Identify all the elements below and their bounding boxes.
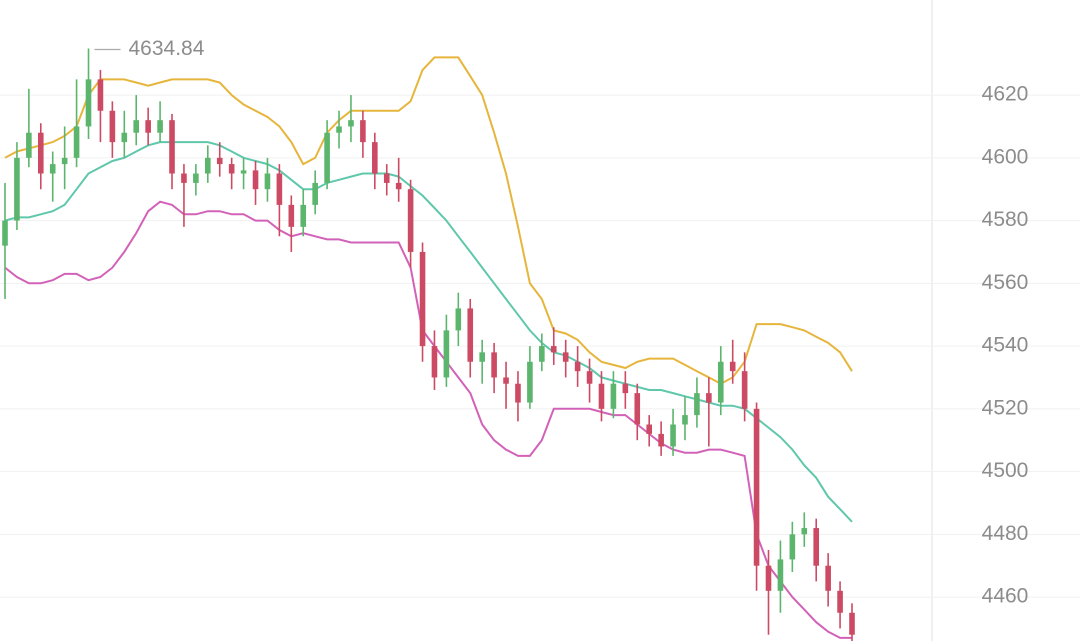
y-tick-label: 4580: [982, 208, 1029, 231]
candle-body: [73, 126, 80, 158]
candle-body: [849, 612, 855, 635]
candle-body: [670, 424, 676, 447]
candle-body: [467, 308, 474, 362]
y-tick-label: 4620: [982, 83, 1029, 106]
candle-body: [753, 408, 760, 566]
candle-body: [61, 157, 68, 165]
candle-body: [336, 126, 342, 133]
y-tick-label: 4460: [982, 585, 1029, 608]
candle-body: [503, 377, 509, 384]
candle-body: [300, 204, 307, 227]
candle-body: [622, 383, 629, 394]
candle-body: [491, 352, 497, 378]
candle-body: [26, 132, 32, 158]
candle-body: [586, 371, 593, 384]
candle-body: [717, 361, 724, 403]
candle-body: [646, 424, 652, 434]
candle-body: [694, 393, 700, 416]
y-tick-label: 4500: [982, 459, 1029, 482]
candle-body: [407, 189, 414, 252]
candle-body: [228, 164, 235, 174]
candle-body: [276, 173, 283, 205]
candle-body: [515, 383, 521, 403]
candle-body: [419, 251, 426, 347]
band-line: [4, 200, 852, 639]
candle-body: [324, 132, 330, 183]
candle-body: [825, 565, 831, 591]
candle-body: [372, 142, 378, 174]
bands: [4, 56, 853, 639]
labels: 4460 4480 4500 4520 4540 4560 4580 4600 4620 4634…: [94, 37, 1029, 608]
candle-body: [383, 173, 390, 183]
candle-body: [109, 110, 116, 143]
candle-body: [312, 182, 318, 205]
candle-body: [193, 173, 199, 183]
candle-body: [264, 173, 271, 190]
candle-body: [431, 346, 438, 378]
candle-body: [610, 383, 617, 409]
candle-body: [658, 433, 664, 447]
candle-body: [157, 120, 163, 133]
candle-body: [813, 528, 820, 566]
candle-body: [789, 534, 796, 560]
candle-body: [205, 157, 211, 174]
band-line: [4, 141, 853, 523]
y-tick-label: 4520: [982, 396, 1029, 419]
max-label: 4634.84: [129, 37, 205, 60]
candle-body: [443, 330, 450, 378]
candle-body: [240, 170, 247, 174]
candle-body: [539, 346, 545, 362]
candle-body: [37, 132, 44, 174]
candle-body: [395, 182, 402, 190]
candle-body: [706, 393, 712, 403]
candle-body: [85, 79, 92, 127]
y-tick-label: 4480: [982, 522, 1029, 545]
candles: [2, 48, 855, 641]
candle-body: [682, 415, 688, 425]
candle-body: [2, 220, 8, 246]
candle-body: [169, 120, 175, 174]
candle-body: [634, 393, 641, 425]
candle-body: [562, 352, 569, 362]
candle-body: [574, 361, 581, 372]
candle-body: [729, 361, 736, 372]
candle-body: [181, 173, 187, 183]
candle-body: [598, 383, 605, 409]
candle-body: [133, 120, 140, 133]
candle-body: [550, 346, 557, 353]
y-tick-label: 4560: [982, 271, 1029, 294]
candle-body: [97, 79, 104, 111]
candle-body: [216, 157, 223, 165]
candle-body: [777, 559, 784, 591]
candle-body: [741, 371, 748, 409]
candle-body: [145, 120, 151, 133]
candle-body: [360, 120, 366, 143]
band-line: [4, 56, 853, 385]
candle-body: [765, 565, 772, 591]
y-tick-label: 4540: [982, 334, 1029, 357]
candle-body: [801, 528, 808, 535]
y-tick-label: 4600: [982, 145, 1029, 168]
candle-body: [121, 132, 128, 143]
candle-body: [455, 308, 462, 331]
candle-body: [14, 157, 20, 221]
candle-body: [252, 170, 259, 190]
candle-body: [527, 361, 533, 403]
candle-body: [837, 590, 843, 613]
candle-body: [479, 352, 485, 362]
candle-body: [49, 164, 56, 174]
candle-body: [288, 204, 295, 227]
candle-body: [348, 120, 354, 127]
